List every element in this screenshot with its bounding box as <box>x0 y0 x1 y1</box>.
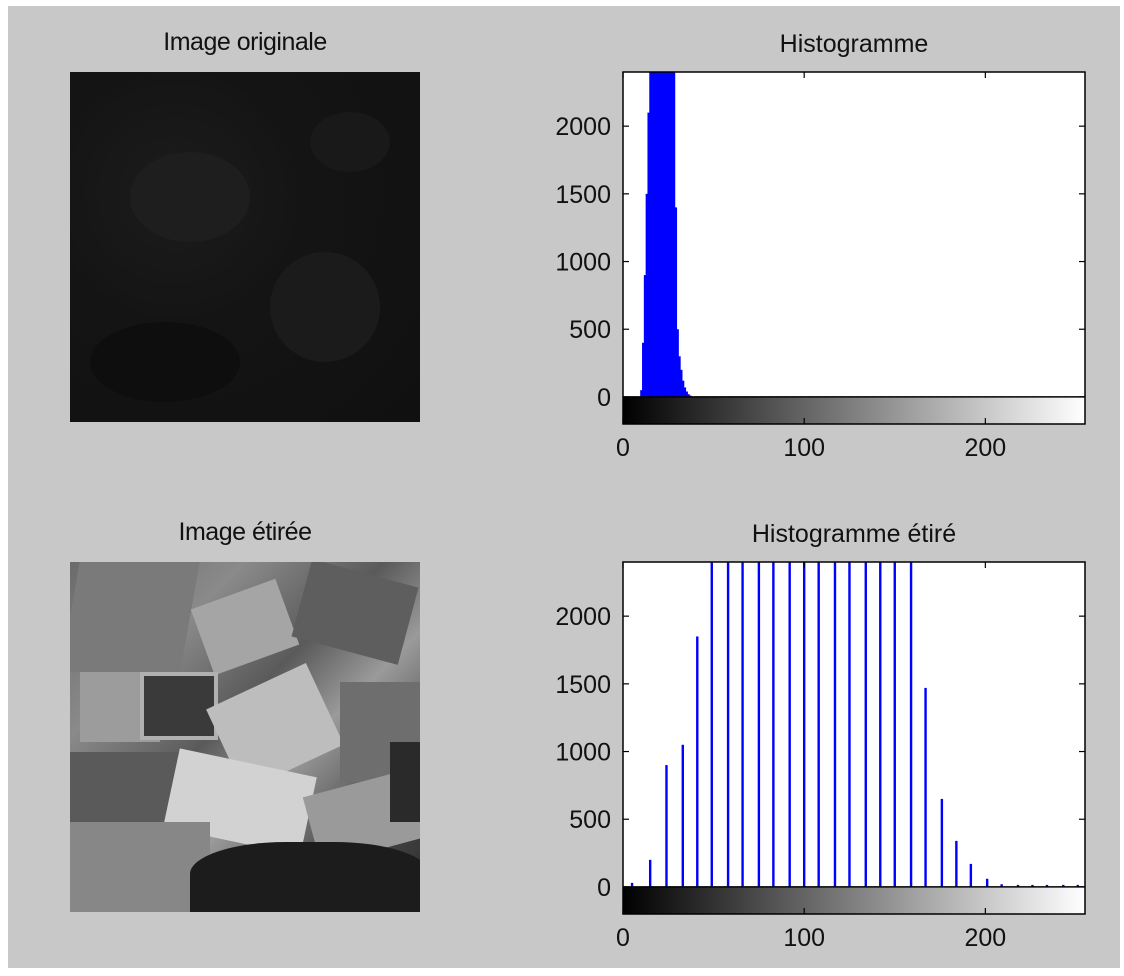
x-tick-label: 100 <box>783 434 825 462</box>
histogram-bar <box>757 562 761 887</box>
histogram-bar <box>672 72 676 397</box>
y-tick-label: 500 <box>569 806 611 834</box>
histogram-bar <box>671 72 674 397</box>
histogram-bar <box>683 387 687 397</box>
x-tick-label: 0 <box>616 924 630 952</box>
histogram-bar <box>652 72 656 397</box>
grayscale-colorbar <box>623 396 1085 424</box>
histogram-bar <box>848 562 851 887</box>
histogram-bar <box>642 342 645 397</box>
histogram-bar <box>940 798 944 887</box>
histogram-bar <box>985 878 989 887</box>
histogram-bar <box>687 394 690 397</box>
histogram-bar <box>681 744 684 887</box>
histogram-bar <box>681 380 685 397</box>
histogram-bar <box>647 112 650 397</box>
histogram-bar <box>643 275 647 397</box>
histogram-bar <box>772 562 775 887</box>
histogram-bar <box>879 562 882 887</box>
image-stretched <box>70 562 420 912</box>
histogram-bar <box>955 840 958 887</box>
histogram-bar <box>680 369 683 397</box>
histogram-bar <box>893 562 896 887</box>
histogram-bar <box>645 193 649 397</box>
histogram-bar <box>1076 884 1079 887</box>
histogram-bar <box>817 562 820 887</box>
histogram-bar <box>667 72 670 397</box>
histogram-bar <box>909 562 913 887</box>
histogram-bar <box>674 207 678 397</box>
histogram-bar <box>676 329 679 397</box>
y-tick-label: 1500 <box>555 671 611 699</box>
y-tick-label: 2000 <box>555 113 611 141</box>
histogram-bar <box>696 636 699 887</box>
plot-area <box>623 562 1085 914</box>
histogram-bar <box>1000 884 1003 887</box>
histogram-bar <box>649 72 652 397</box>
x-tick-label: 200 <box>964 924 1006 952</box>
chart-title: Histogramme étiré <box>752 520 956 548</box>
histogram-bar <box>1031 884 1034 887</box>
histogram-bar <box>726 562 730 887</box>
histogram-bar <box>656 72 659 397</box>
axes-frame <box>622 561 1086 915</box>
histogram-bar <box>669 72 672 397</box>
y-tick-label: 2000 <box>555 603 611 631</box>
histogram-bar <box>630 882 634 887</box>
y-tick-label: 0 <box>597 874 611 902</box>
x-tick-label: 200 <box>964 434 1006 462</box>
x-tick-label: 100 <box>783 924 825 952</box>
histogram-bar <box>654 72 658 397</box>
histogram-bar <box>648 859 652 887</box>
histogram-bar <box>663 72 667 397</box>
histogram-bar <box>710 562 713 887</box>
histogram-bar <box>924 687 927 887</box>
image-stretched-title: Image étirée <box>178 518 312 546</box>
histogram-bar <box>788 562 791 887</box>
image-original <box>70 72 420 422</box>
y-tick-label: 1500 <box>555 181 611 209</box>
y-tick-label: 1000 <box>555 739 611 767</box>
histogram-bar <box>1016 884 1020 887</box>
histogram-bar <box>685 391 688 397</box>
x-tick-label: 0 <box>616 434 630 462</box>
histogram-bar <box>802 562 806 887</box>
histogram-bar <box>864 562 867 887</box>
histogram-bar <box>658 72 661 397</box>
histogram-bar <box>678 356 681 397</box>
y-tick-label: 500 <box>569 316 611 344</box>
histogram-bar <box>640 390 643 397</box>
histogram-bar <box>833 562 837 887</box>
histogram-bar <box>665 72 668 397</box>
histogram-bar <box>651 72 654 397</box>
plot-area <box>623 72 1085 424</box>
histogram-bar <box>741 562 744 887</box>
histogram-bar <box>969 863 973 887</box>
axes-frame <box>622 71 1086 425</box>
histogram-bar <box>661 72 665 397</box>
histogram-bar <box>665 765 668 887</box>
y-tick-label: 1000 <box>555 249 611 277</box>
histogram-bar <box>1062 884 1065 887</box>
grayscale-colorbar <box>623 886 1085 914</box>
y-tick-label: 0 <box>597 384 611 412</box>
histogram-bar <box>660 72 663 397</box>
image-original-title: Image originale <box>163 28 327 56</box>
chart-title: Histogramme <box>780 30 929 58</box>
histogram-bar <box>1045 884 1049 887</box>
